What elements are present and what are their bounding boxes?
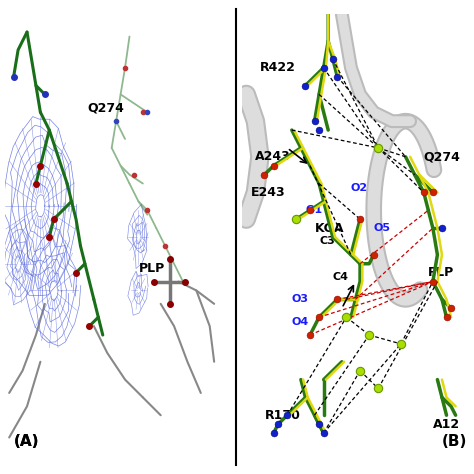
Text: O3: O3 xyxy=(292,294,309,304)
Text: R170: R170 xyxy=(264,409,301,422)
Text: KGA: KGA xyxy=(315,221,344,235)
Text: O5: O5 xyxy=(374,223,391,233)
Text: E243: E243 xyxy=(251,186,285,199)
Text: C3: C3 xyxy=(319,237,335,246)
Text: Q274: Q274 xyxy=(424,150,461,164)
Text: O2: O2 xyxy=(351,183,368,193)
Text: O4: O4 xyxy=(292,317,309,327)
Text: (B): (B) xyxy=(442,435,467,449)
Text: Q274: Q274 xyxy=(87,101,124,114)
Text: PLP: PLP xyxy=(138,262,164,275)
Text: O1: O1 xyxy=(305,205,323,215)
Text: (A): (A) xyxy=(14,435,39,449)
Text: (A): (A) xyxy=(14,435,39,449)
Text: A12: A12 xyxy=(433,418,460,431)
Text: R422: R422 xyxy=(260,61,296,74)
Text: A243: A243 xyxy=(255,150,291,164)
Text: PLP: PLP xyxy=(428,266,455,279)
Text: C4: C4 xyxy=(333,272,349,282)
